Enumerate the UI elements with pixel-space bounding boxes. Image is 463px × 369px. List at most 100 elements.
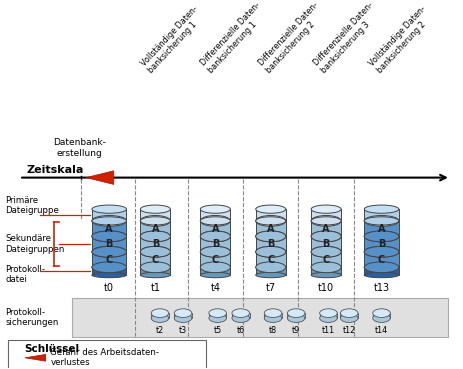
Ellipse shape (151, 309, 169, 317)
Text: C: C (106, 255, 113, 265)
FancyBboxPatch shape (92, 267, 126, 275)
Text: C: C (378, 255, 385, 265)
Ellipse shape (200, 246, 231, 257)
FancyBboxPatch shape (140, 221, 170, 237)
Text: t0: t0 (104, 283, 114, 293)
Text: Primäre
Dateigruppe: Primäre Dateigruppe (5, 196, 59, 215)
FancyBboxPatch shape (311, 221, 341, 237)
Text: Datenbank-
erstellung: Datenbank- erstellung (53, 138, 106, 158)
FancyBboxPatch shape (340, 313, 358, 318)
Ellipse shape (311, 262, 341, 273)
Ellipse shape (200, 262, 231, 273)
Ellipse shape (288, 309, 305, 317)
Text: Differenzielle Daten-
banksicherung 1: Differenzielle Daten- banksicherung 1 (199, 1, 270, 75)
Text: t8: t8 (269, 326, 277, 335)
Ellipse shape (256, 272, 286, 278)
Ellipse shape (264, 314, 282, 323)
Text: t1: t1 (150, 283, 160, 293)
FancyBboxPatch shape (140, 237, 170, 252)
Text: t9: t9 (292, 326, 300, 335)
FancyBboxPatch shape (256, 252, 286, 267)
Ellipse shape (288, 314, 305, 323)
FancyBboxPatch shape (364, 237, 399, 252)
Text: t13: t13 (374, 283, 389, 293)
Ellipse shape (140, 217, 170, 225)
Ellipse shape (364, 262, 399, 273)
FancyBboxPatch shape (364, 209, 399, 221)
FancyBboxPatch shape (319, 313, 337, 318)
Text: B: B (106, 239, 113, 249)
FancyBboxPatch shape (200, 237, 231, 252)
Text: t4: t4 (210, 283, 220, 293)
FancyBboxPatch shape (200, 221, 231, 237)
FancyBboxPatch shape (200, 209, 231, 221)
Text: t6: t6 (237, 326, 245, 335)
Ellipse shape (92, 265, 126, 270)
Ellipse shape (256, 265, 286, 270)
Ellipse shape (200, 215, 231, 226)
Ellipse shape (311, 246, 341, 257)
FancyBboxPatch shape (311, 267, 341, 275)
FancyBboxPatch shape (209, 313, 226, 318)
Ellipse shape (319, 309, 337, 317)
Ellipse shape (311, 272, 341, 278)
Ellipse shape (364, 205, 399, 213)
Text: t5: t5 (213, 326, 222, 335)
FancyBboxPatch shape (364, 221, 399, 237)
FancyBboxPatch shape (364, 267, 399, 275)
Ellipse shape (140, 215, 170, 226)
Text: Differenzielle Daten-
banksicherung 2: Differenzielle Daten- banksicherung 2 (257, 1, 328, 75)
Text: t12: t12 (343, 326, 356, 335)
Text: t11: t11 (322, 326, 335, 335)
Ellipse shape (92, 231, 126, 242)
Ellipse shape (174, 309, 192, 317)
FancyBboxPatch shape (232, 313, 250, 318)
Ellipse shape (92, 215, 126, 226)
Ellipse shape (140, 265, 170, 270)
Ellipse shape (256, 231, 286, 242)
Polygon shape (25, 354, 46, 361)
Ellipse shape (140, 231, 170, 242)
Text: t14: t14 (375, 326, 388, 335)
Ellipse shape (364, 246, 399, 257)
Text: A: A (378, 224, 385, 234)
Ellipse shape (92, 217, 126, 225)
Ellipse shape (200, 217, 231, 225)
Ellipse shape (151, 314, 169, 323)
Ellipse shape (373, 309, 390, 317)
Ellipse shape (140, 246, 170, 257)
FancyBboxPatch shape (174, 313, 192, 318)
Text: C: C (152, 255, 159, 265)
FancyBboxPatch shape (151, 313, 169, 318)
FancyBboxPatch shape (140, 267, 170, 275)
Ellipse shape (92, 205, 126, 213)
Ellipse shape (340, 314, 358, 323)
Text: A: A (151, 224, 159, 234)
Ellipse shape (92, 262, 126, 273)
Ellipse shape (256, 215, 286, 226)
FancyBboxPatch shape (288, 313, 305, 318)
Text: C: C (212, 255, 219, 265)
Ellipse shape (140, 262, 170, 273)
Ellipse shape (92, 246, 126, 257)
Ellipse shape (209, 314, 226, 323)
FancyBboxPatch shape (92, 221, 126, 237)
Text: B: B (322, 239, 330, 249)
Ellipse shape (256, 246, 286, 257)
Polygon shape (86, 171, 114, 184)
Ellipse shape (256, 231, 286, 242)
Text: Vollständige Daten-
banksicherung 2: Vollständige Daten- banksicherung 2 (368, 4, 436, 75)
Ellipse shape (364, 215, 399, 226)
Ellipse shape (200, 246, 231, 257)
Text: C: C (323, 255, 330, 265)
Ellipse shape (311, 231, 341, 242)
FancyBboxPatch shape (311, 209, 341, 221)
Text: B: B (152, 239, 159, 249)
Text: B: B (378, 239, 385, 249)
FancyBboxPatch shape (256, 267, 286, 275)
FancyBboxPatch shape (7, 340, 206, 369)
Ellipse shape (140, 246, 170, 257)
Ellipse shape (140, 205, 170, 213)
Ellipse shape (256, 217, 286, 225)
FancyBboxPatch shape (373, 313, 390, 318)
